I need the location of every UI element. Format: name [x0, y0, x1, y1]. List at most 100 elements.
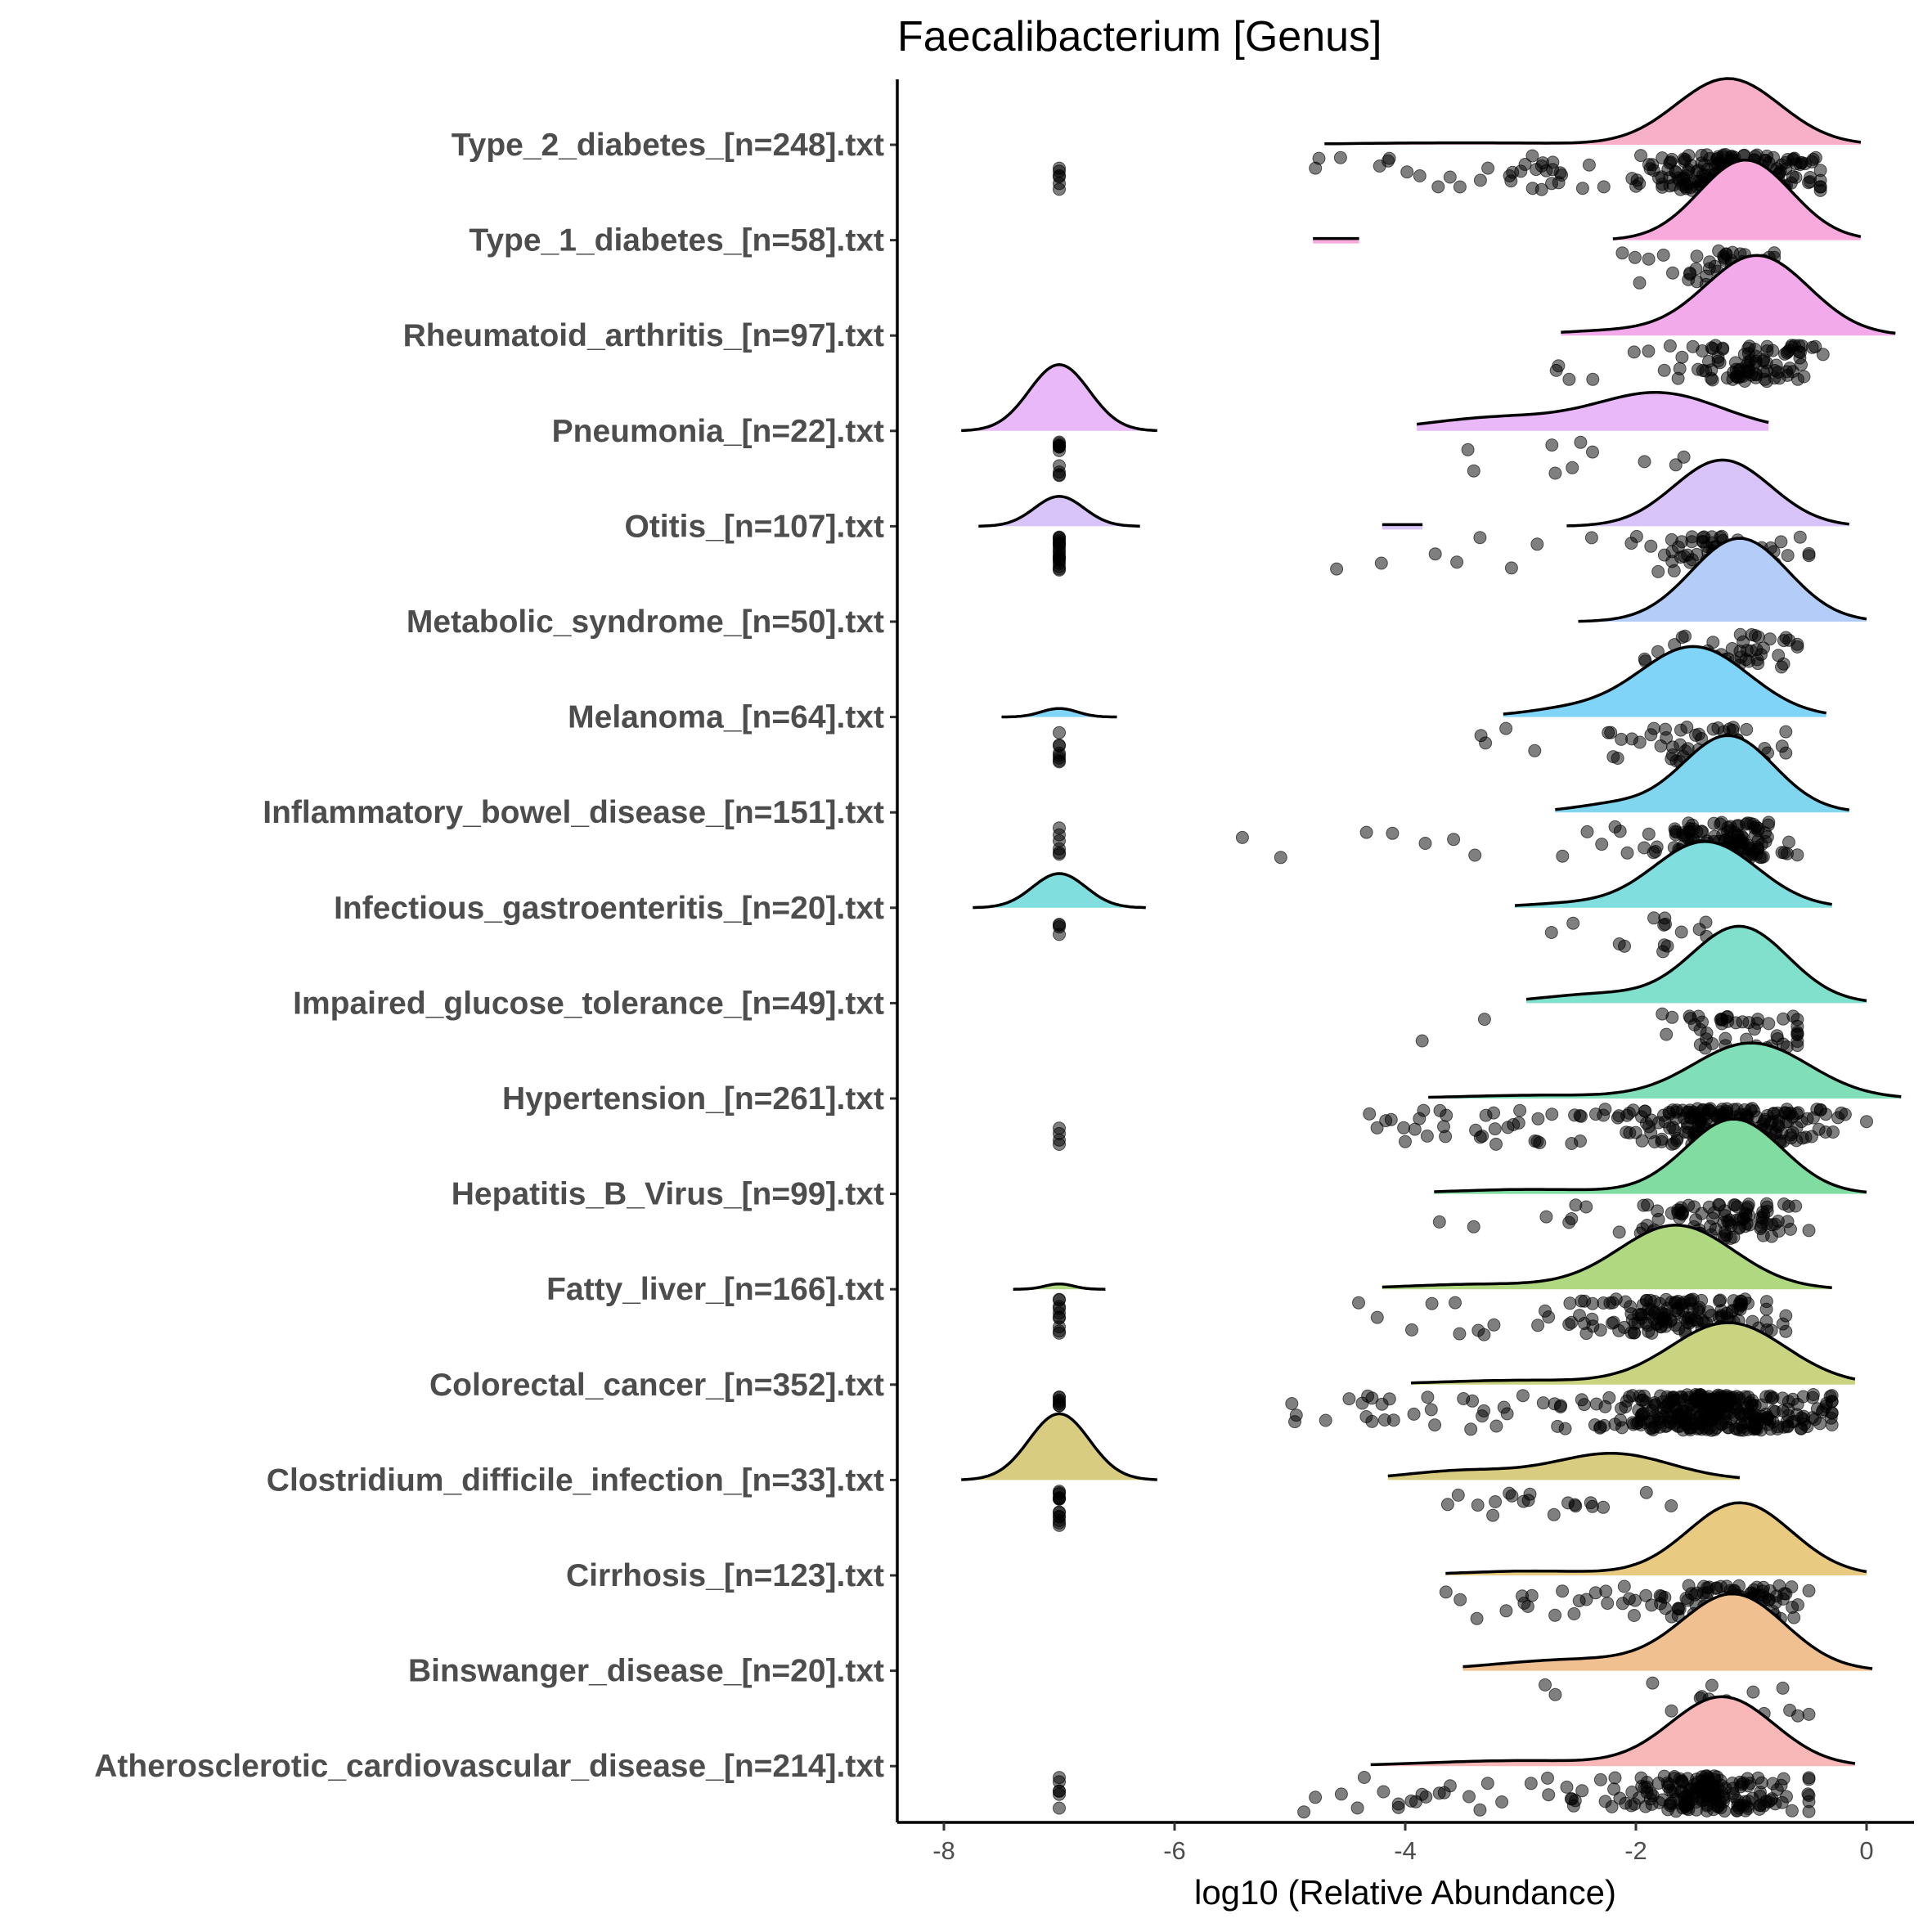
data-point: [1524, 1777, 1538, 1790]
chart-title: Faecalibacterium [Genus]: [897, 13, 1382, 61]
data-point: [1542, 1788, 1556, 1802]
data-point: [1706, 636, 1720, 649]
data-point: [1319, 1413, 1332, 1427]
data-point: [1523, 1487, 1537, 1501]
data-point: [1695, 148, 1709, 162]
data-point: [1503, 169, 1516, 182]
zero-density-fill: [961, 1413, 1157, 1480]
data-point: [1566, 461, 1579, 474]
data-point: [1545, 1108, 1559, 1121]
data-point: [1548, 1608, 1562, 1622]
data-point: [1584, 531, 1598, 545]
data-point: [1678, 180, 1692, 194]
data-point: [1585, 1499, 1599, 1513]
data-point: [1813, 1417, 1826, 1431]
data-point: [1400, 165, 1414, 179]
data-point: [1825, 1418, 1839, 1431]
zero-data-point: [1053, 459, 1066, 473]
x-tick-label: -4: [1394, 1836, 1417, 1865]
data-point: [1645, 1598, 1659, 1612]
data-point: [1737, 1103, 1751, 1117]
y-tick-label: Inflammatory_bowel_disease_[n=151].txt: [263, 795, 884, 830]
data-point: [1481, 161, 1495, 175]
data-point: [1572, 1594, 1586, 1608]
data-point: [1806, 152, 1820, 166]
data-point: [1660, 1027, 1674, 1041]
data-point: [1617, 1320, 1631, 1334]
data-point: [1745, 644, 1758, 658]
data-point: [1785, 339, 1799, 353]
data-point: [1790, 1134, 1804, 1148]
data-point: [1793, 530, 1807, 544]
density-outline: [1382, 1224, 1832, 1289]
data-point: [1374, 556, 1388, 570]
zero-data-point: [1053, 1311, 1066, 1325]
data-point: [1589, 1397, 1603, 1411]
data-point: [1554, 1399, 1568, 1413]
data-point: [1665, 1010, 1679, 1024]
data-point: [1556, 1584, 1570, 1598]
data-point: [1602, 726, 1615, 739]
data-point: [1382, 154, 1395, 168]
data-point: [1386, 826, 1400, 840]
zero-density-outline: [961, 363, 1157, 433]
data-point: [1565, 1137, 1579, 1150]
data-point: [1648, 845, 1662, 858]
data-point: [1714, 1304, 1728, 1318]
data-point: [1696, 1773, 1710, 1787]
data-point: [1624, 1799, 1638, 1813]
data-point: [1421, 1391, 1435, 1404]
density-outline: [1503, 645, 1827, 716]
density-outline: [1561, 254, 1896, 335]
data-point: [1784, 1222, 1797, 1236]
zero-data-point: [1053, 440, 1066, 454]
data-point: [1696, 531, 1710, 545]
density-fill: [1411, 1323, 1855, 1385]
data-point: [1476, 1409, 1489, 1423]
zero-density-outline: [961, 1412, 1157, 1481]
density-fill: [1561, 255, 1896, 336]
data-point: [1588, 1108, 1602, 1121]
data-point: [1720, 1102, 1734, 1116]
data-point: [1608, 1771, 1622, 1785]
data-point: [1432, 1215, 1446, 1229]
data-point: [1695, 732, 1709, 745]
data-point: [1567, 1607, 1581, 1620]
data-point: [1359, 1410, 1373, 1423]
data-point: [1464, 1422, 1478, 1436]
data-point: [1802, 1584, 1816, 1597]
data-point: [1499, 721, 1513, 735]
density-outline: [1514, 840, 1832, 907]
zero-data-point: [1053, 834, 1066, 847]
data-point: [1473, 531, 1487, 545]
data-point: [1771, 1422, 1785, 1436]
data-point: [1657, 918, 1671, 932]
data-point: [1397, 1121, 1411, 1134]
data-point: [1741, 1390, 1755, 1404]
data-point: [1639, 1117, 1653, 1130]
data-point: [1489, 1137, 1503, 1151]
density-outline: [1324, 77, 1862, 146]
data-point: [1669, 1105, 1683, 1119]
data-point: [1569, 1198, 1583, 1212]
data-point: [1593, 1323, 1607, 1337]
data-point: [1659, 1292, 1673, 1306]
zero-data-point: [1053, 726, 1066, 739]
data-point: [1786, 365, 1799, 379]
density-fill: [1417, 392, 1769, 431]
data-point: [1634, 1771, 1648, 1785]
data-point: [1431, 180, 1445, 194]
data-point: [1804, 1130, 1818, 1143]
data-point: [1467, 1220, 1480, 1233]
zero-data-point: [1053, 1292, 1066, 1306]
y-tick-label: Otitis_[n=107].txt: [624, 509, 884, 544]
data-point: [1768, 371, 1781, 385]
data-point: [1407, 1407, 1421, 1421]
data-point: [1582, 158, 1596, 172]
data-point: [1513, 1103, 1527, 1117]
data-point: [1549, 363, 1563, 377]
data-point: [1611, 752, 1624, 765]
y-tick-label: Clostridium_difficile_infection_[n=33].t…: [267, 1462, 884, 1498]
density-segment-fill: [1382, 524, 1423, 530]
data-point: [1718, 1804, 1732, 1818]
